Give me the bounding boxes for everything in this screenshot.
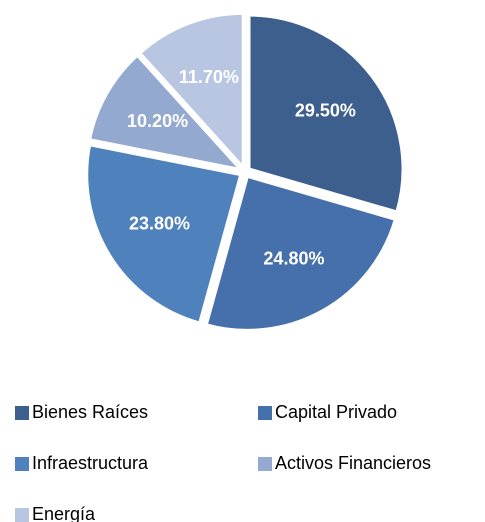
legend-swatch bbox=[258, 457, 272, 471]
pie-slice bbox=[247, 13, 405, 214]
legend-swatch bbox=[15, 508, 29, 522]
pie-slice bbox=[85, 143, 243, 325]
data-label: 11.70% bbox=[179, 67, 239, 87]
data-label: 24.80% bbox=[263, 248, 324, 268]
pie-slice bbox=[137, 11, 245, 172]
data-label: 29.50% bbox=[295, 100, 356, 120]
legend-label: Capital Privado bbox=[275, 402, 397, 422]
legend-label: Infraestructura bbox=[32, 453, 149, 473]
legend-label: Activos Financieros bbox=[275, 453, 431, 473]
legend-swatch bbox=[258, 406, 272, 420]
data-label: 23.80% bbox=[129, 214, 190, 234]
legend-swatch bbox=[15, 406, 29, 420]
pie-slice bbox=[204, 174, 398, 332]
pie-slice bbox=[87, 53, 245, 172]
legend-label: Energía bbox=[32, 504, 96, 522]
data-label: 10.20% bbox=[127, 111, 188, 131]
legend-label: Bienes Raíces bbox=[32, 402, 148, 422]
legend-swatch bbox=[15, 457, 29, 471]
